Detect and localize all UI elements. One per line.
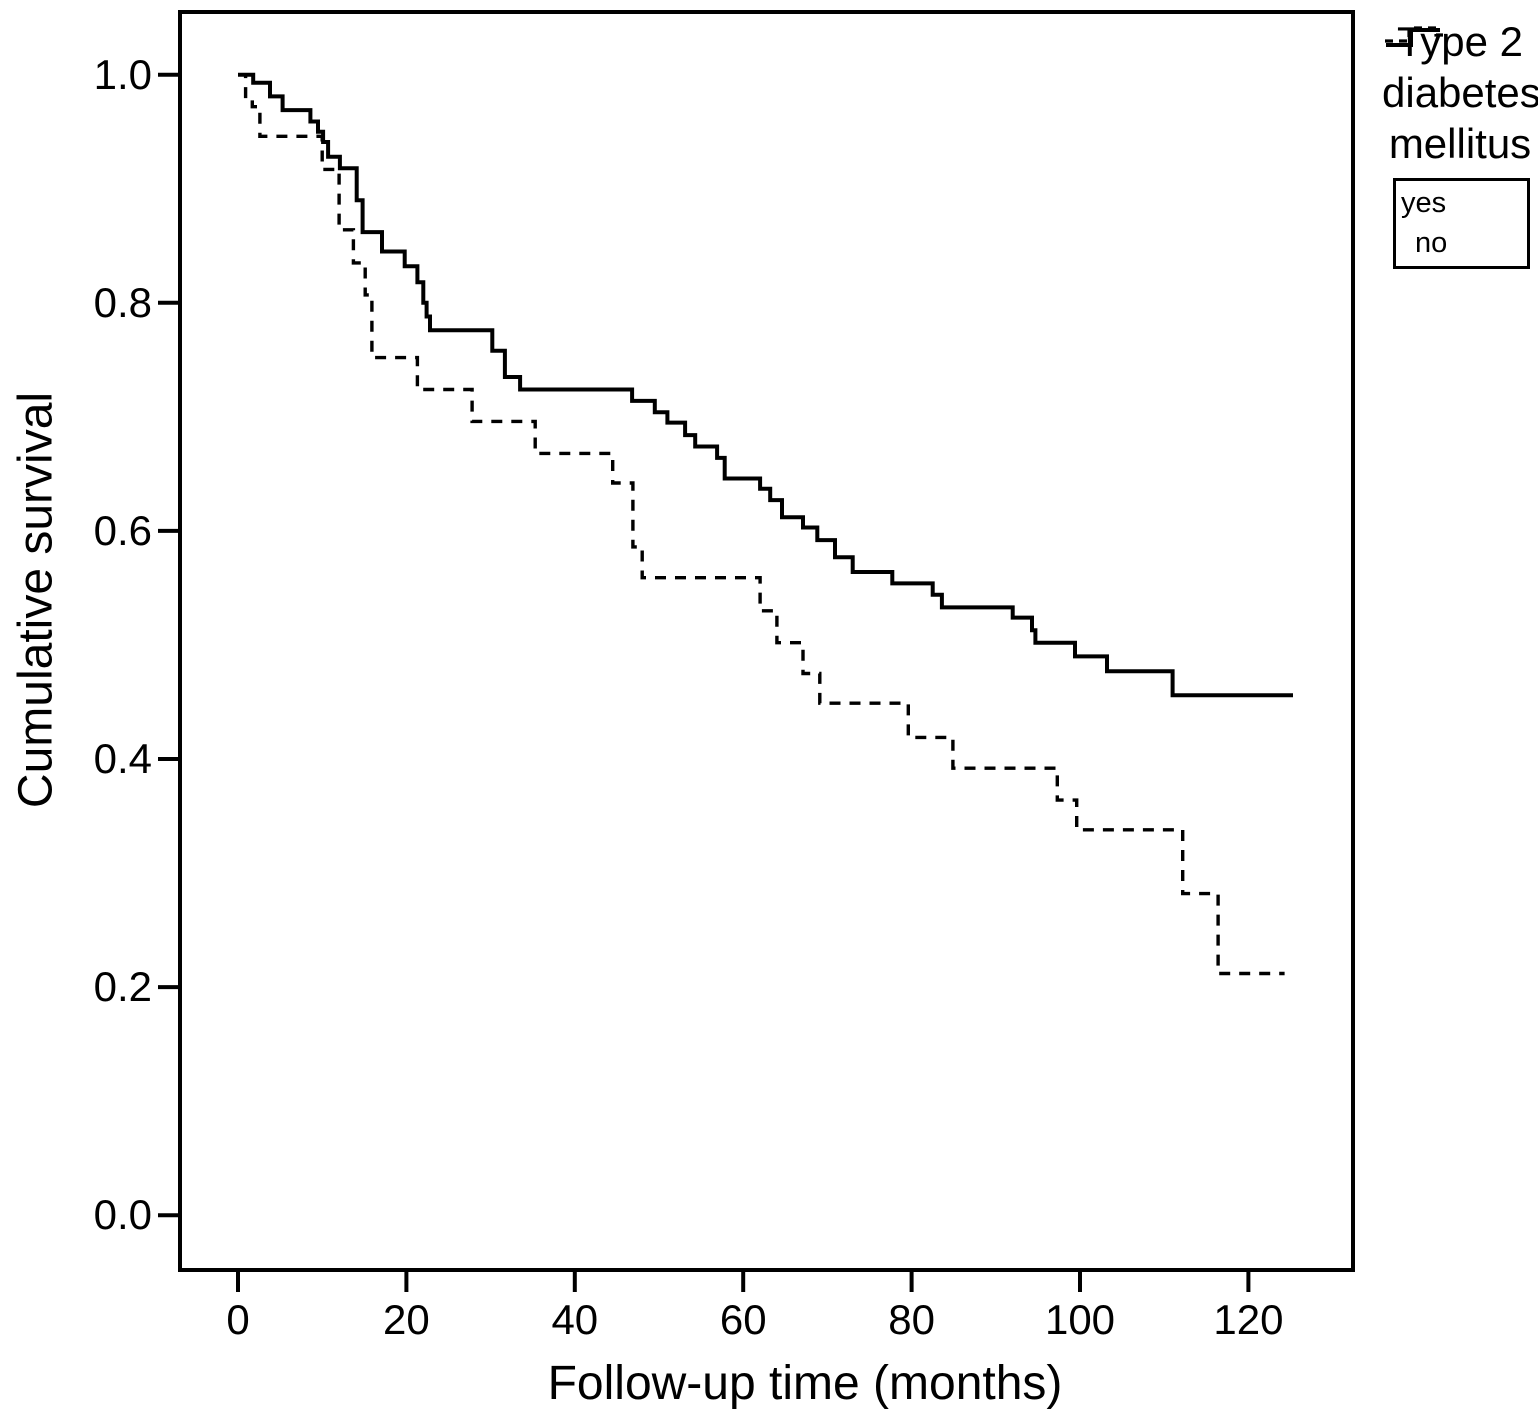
x-tick-label: 100 [1044,1296,1116,1343]
legend-title-line: Type 2 [1396,18,1524,65]
legend-title-line: mellitus [1388,120,1532,167]
y-tick-label: 1.0 [93,50,152,98]
legend-sample-dashed-icon [1385,26,1444,43]
x-tick-label: 80 [888,1296,935,1343]
legend-title-line: diabetes [1382,69,1538,116]
x-tick-label: 0 [226,1296,250,1343]
legend-item-yes: yes [1385,26,1522,220]
series-no-line [238,72,1293,698]
x-tick-label: 40 [551,1296,599,1343]
legend-title: Type 2 diabetes mellitus [1382,16,1538,169]
legend-sample-line [1385,26,1444,43]
y-tick-label: 0.0 [93,1191,152,1239]
legend-item-label: yes [1401,187,1447,220]
legend-item-label: no [1415,226,1448,259]
y-tick-label: 0.2 [93,963,152,1011]
plot-frame [178,10,1355,1272]
legend-box: yes no [1385,26,1530,269]
x-tick-label: 120 [1213,1296,1284,1343]
legend-sample-line [1386,28,1440,47]
y-tick-label: 0.6 [93,506,152,554]
y-tick-label: 0.4 [93,735,152,783]
x-tick-label: 60 [719,1296,767,1343]
legend: Type 2 diabetes mellitus yes no [1382,16,1538,269]
legend-item-no: no [1386,28,1522,260]
y-tick-label: 0.8 [93,278,152,326]
x-tick-label: 20 [383,1296,430,1343]
x-axis-title: Follow-up time (months) [547,1357,1063,1410]
legend-sample-solid-icon [1386,28,1440,47]
series-yes-line [238,73,1285,976]
